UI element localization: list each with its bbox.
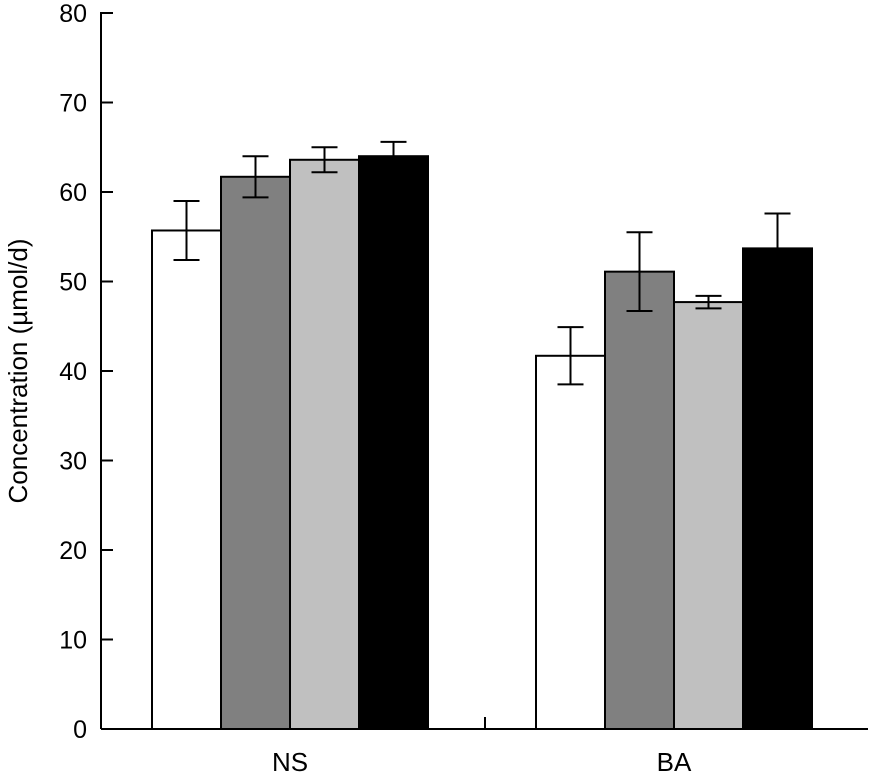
error-bar-ns-2	[242, 155, 269, 199]
bar-ns-3	[289, 158, 360, 730]
y-axis-title: Concentration (µmol/d)	[3, 239, 33, 504]
error-bars	[173, 140, 791, 386]
error-bar-ns-4	[380, 140, 407, 172]
bar-ns-4	[358, 155, 429, 730]
bars	[151, 155, 813, 731]
error-bar-ns-1	[173, 199, 200, 262]
error-bar-ns-3	[311, 146, 338, 174]
bar-ba-2	[604, 270, 675, 730]
error-bar-ba-1	[557, 326, 584, 386]
y-tick-label: 30	[59, 448, 87, 476]
bar-ba-1	[535, 354, 606, 730]
y-tick-label: 60	[59, 179, 87, 207]
error-bar-ba-4	[764, 212, 791, 285]
bar-ns-1	[151, 229, 222, 731]
bar-ba-4	[742, 247, 813, 730]
error-bar-ba-2	[626, 231, 653, 313]
y-tick-label: 0	[73, 716, 87, 744]
error-bar-ba-3	[695, 294, 722, 310]
x-category-label: BA	[657, 747, 692, 777]
labels: 0 10 20 30 40 50 60 70 80 NS BA Concentration (µmol…	[3, 0, 692, 777]
y-tick-label: 10	[59, 627, 87, 655]
y-tick-label: 80	[59, 0, 87, 28]
y-tick-label: 50	[59, 269, 87, 297]
bar-ns-2	[220, 175, 291, 731]
bar-ba-3	[673, 301, 744, 730]
x-category-label: NS	[272, 747, 308, 777]
y-tick-label: 40	[59, 358, 87, 386]
y-tick-label: 20	[59, 537, 87, 565]
y-tick-label: 70	[59, 90, 87, 118]
